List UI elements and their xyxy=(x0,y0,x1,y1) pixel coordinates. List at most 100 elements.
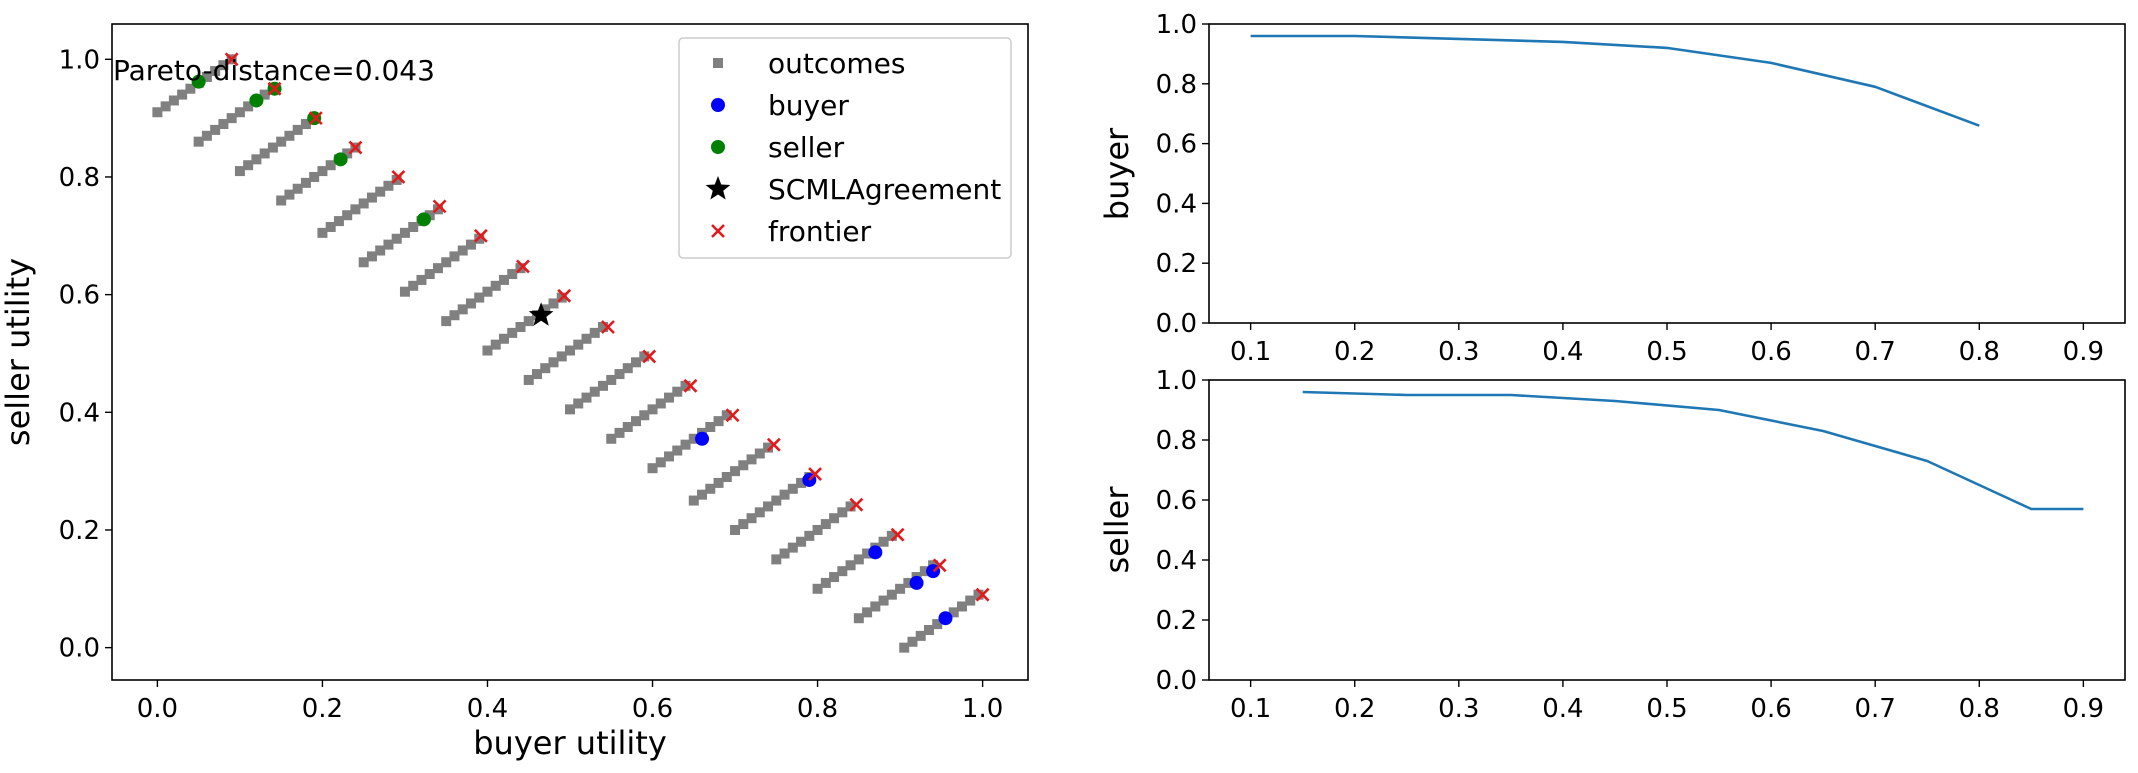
frontier-point xyxy=(391,170,406,184)
outcome-point xyxy=(276,136,287,147)
y-tick-label: 1.0 xyxy=(1156,10,1197,40)
outcome-point xyxy=(556,351,567,362)
y-axis-label: seller xyxy=(1098,486,1136,574)
outcome-point xyxy=(837,566,848,577)
outcome-point xyxy=(259,148,270,159)
outcome-point xyxy=(185,83,196,94)
outcome-point xyxy=(201,71,212,82)
outcome-point xyxy=(424,269,435,280)
outcome-point xyxy=(548,357,559,368)
outcome-point xyxy=(845,501,856,512)
outcome-point xyxy=(317,227,328,238)
x-tick-label: 0.8 xyxy=(797,694,838,724)
seller-point xyxy=(249,93,264,108)
outcome-point xyxy=(923,624,934,635)
y-tick-label: 0.4 xyxy=(59,398,100,428)
outcome-point xyxy=(820,519,831,530)
buyer-line-panel: 0.1 0.2 0.3 0.4 0.5 0.6 0.7 0.8 0.9 0.0 0.2 0.4 0.6 0… xyxy=(1098,10,2126,367)
y-tick-label: 0.4 xyxy=(1156,546,1197,576)
legend-label: outcomes xyxy=(768,47,905,80)
outcome-point xyxy=(796,536,807,547)
outcome-point xyxy=(907,636,918,647)
outcome-point xyxy=(948,607,959,618)
x-tick-label: 0.4 xyxy=(1542,337,1583,367)
outcome-point xyxy=(325,160,336,171)
outcome-point xyxy=(383,180,394,191)
outcome-point xyxy=(919,566,930,577)
outcome-point xyxy=(342,148,353,159)
legend-marker xyxy=(713,58,723,68)
outcome-point xyxy=(317,166,328,177)
legend-label: frontier xyxy=(768,215,872,248)
outcome-point xyxy=(639,351,650,362)
outcome-point xyxy=(342,210,353,221)
outcome-point xyxy=(358,257,369,268)
outcome-point xyxy=(754,448,765,459)
outcome-point xyxy=(243,101,254,112)
outcome-point xyxy=(408,221,419,232)
outcome-point xyxy=(647,404,658,415)
legend-label: buyer xyxy=(768,89,849,122)
y-tick-label: 0.0 xyxy=(1156,666,1197,696)
outcome-point xyxy=(713,477,724,488)
outcome-point xyxy=(160,101,171,112)
outcome-point xyxy=(845,560,856,571)
outcome-point xyxy=(408,280,419,291)
legend-marker xyxy=(711,224,725,238)
outcome-point xyxy=(416,274,427,285)
seller-point xyxy=(416,212,431,227)
outcome-point xyxy=(804,530,815,541)
frontier-point xyxy=(267,81,282,96)
frontier-point xyxy=(683,378,698,393)
outcome-point xyxy=(598,321,609,332)
outcome-point xyxy=(465,298,476,309)
outcome-point xyxy=(862,607,873,618)
outcome-point xyxy=(366,251,377,262)
x-tick-label: 0.0 xyxy=(137,694,178,724)
frontier-point xyxy=(975,587,990,602)
outcome-point xyxy=(738,460,749,471)
outcome-point xyxy=(697,489,708,500)
outcome-point xyxy=(177,89,188,100)
x-tick-label: 0.7 xyxy=(1855,694,1896,724)
frontier-point xyxy=(932,558,947,573)
outcome-point xyxy=(441,316,452,327)
outcome-point xyxy=(218,60,229,71)
outcome-point xyxy=(523,374,534,385)
buyer-point xyxy=(695,431,710,446)
outcome-point xyxy=(886,530,897,541)
outcome-point xyxy=(573,398,584,409)
outcome-point xyxy=(796,477,807,488)
outcome-point xyxy=(234,107,245,118)
outcome-point xyxy=(589,327,600,338)
x-tick-label: 0.6 xyxy=(632,694,673,724)
seller-line xyxy=(1302,390,2084,511)
outcome-point xyxy=(705,483,716,494)
x-tick-label: 0.2 xyxy=(302,694,343,724)
outcome-point xyxy=(226,113,237,124)
outcome-point xyxy=(647,463,658,474)
outcome-point xyxy=(899,642,910,653)
x-tick-label: 0.5 xyxy=(1646,694,1687,724)
outcome-point xyxy=(243,160,254,171)
outcome-point xyxy=(878,536,889,547)
outcome-point xyxy=(787,483,798,494)
outcome-point xyxy=(829,572,840,583)
outcome-point xyxy=(730,524,741,535)
outcome-point xyxy=(956,601,967,612)
outcome-point xyxy=(441,257,452,268)
outcome-point xyxy=(787,542,798,553)
outcome-point xyxy=(688,433,699,444)
outcome-point xyxy=(730,466,741,477)
outcome-point xyxy=(589,386,600,397)
plot-frame xyxy=(1208,379,2126,681)
y-tick-label: 0.2 xyxy=(59,516,100,546)
outcome-point xyxy=(292,183,303,194)
y-axis-label: seller utility xyxy=(0,258,37,446)
legend-label: SCMLAgreement xyxy=(768,173,1001,206)
outcome-point xyxy=(267,142,278,153)
legend-box xyxy=(678,37,1012,259)
outcome-point xyxy=(812,583,823,594)
outcome-point xyxy=(973,589,984,600)
